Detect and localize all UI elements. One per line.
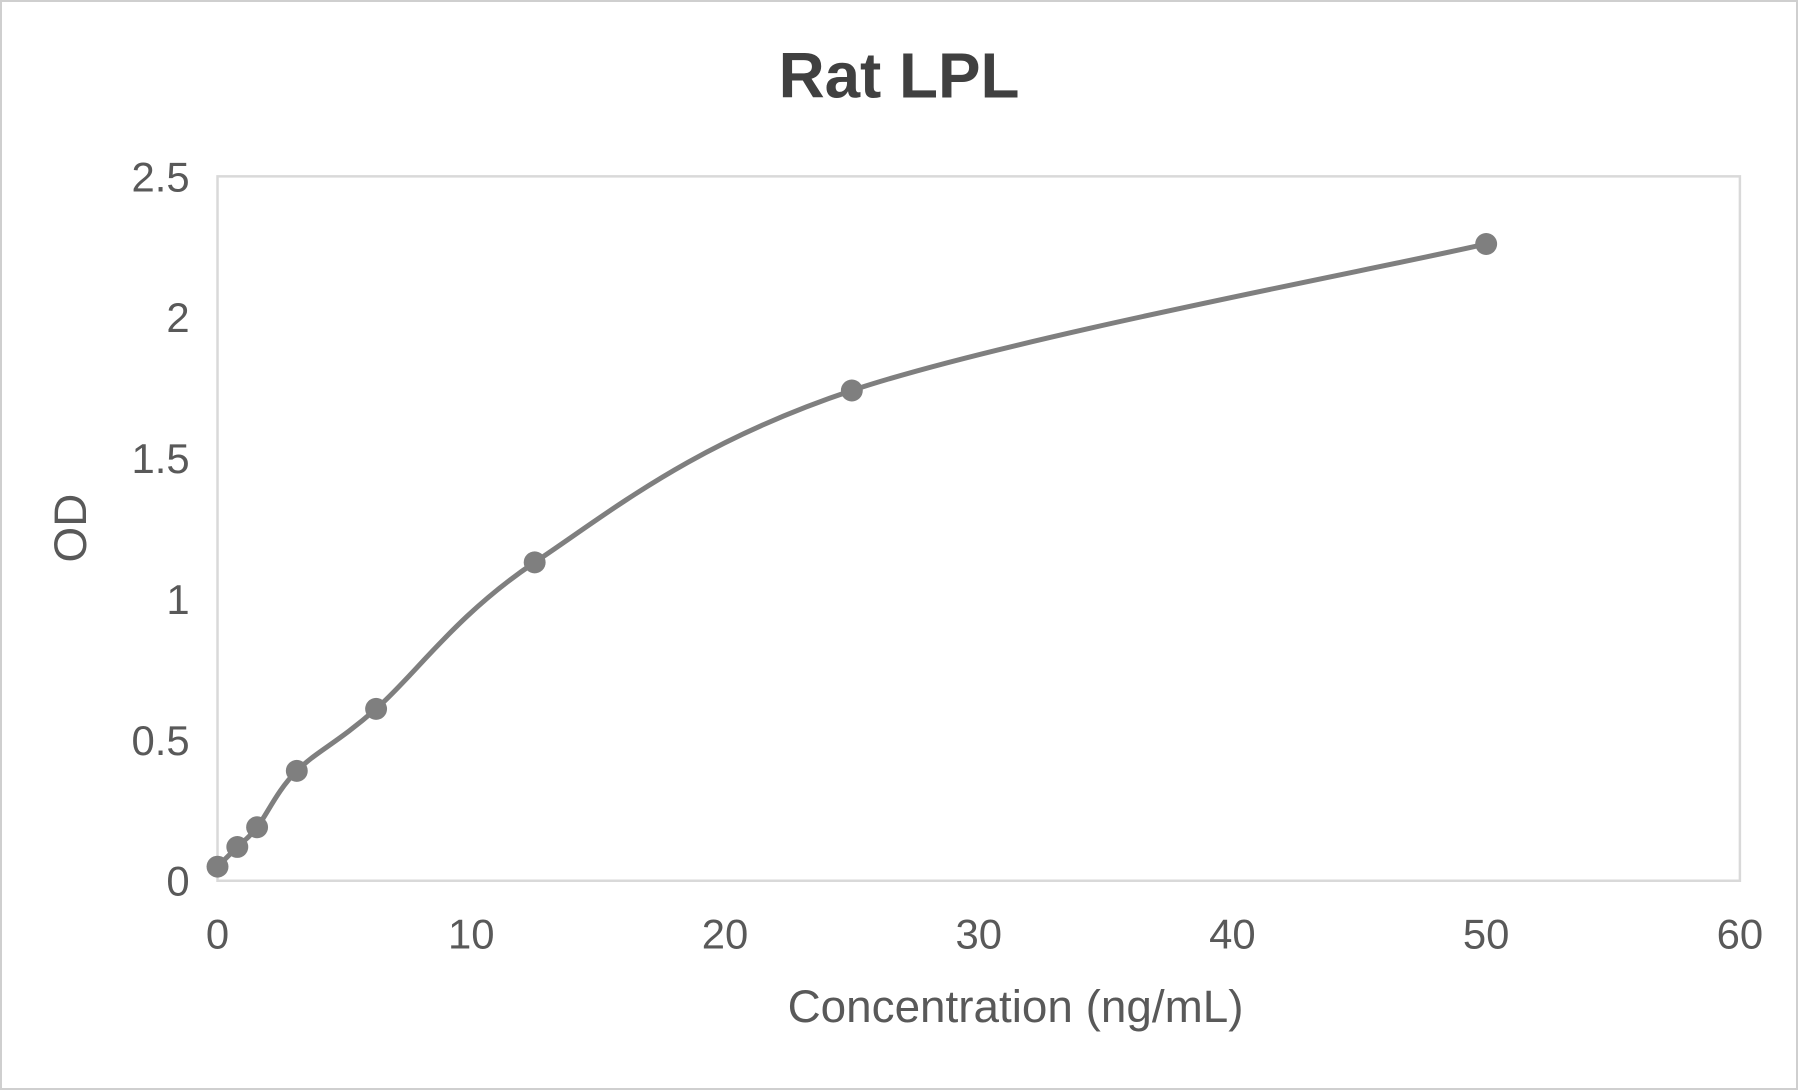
chart-title: Rat LPL (779, 40, 1020, 112)
x-tick-label: 0 (206, 911, 229, 958)
x-tick-label: 50 (1463, 911, 1510, 958)
y-tick-label: 2 (166, 294, 189, 341)
data-point-marker (246, 816, 269, 839)
x-tick-label: 30 (955, 911, 1002, 958)
x-axis-tick-labels: 0 10 20 30 40 50 60 (206, 911, 1763, 958)
series-line (215, 241, 1489, 870)
y-tick-label: 0 (166, 858, 189, 905)
data-point-marker (840, 379, 863, 402)
data-point-marker (365, 697, 388, 720)
y-tick-label: 2.5 (131, 153, 189, 200)
y-tick-label: 1 (166, 576, 189, 623)
y-axis-tick-labels: 0 0.5 1 1.5 2 2.5 (131, 153, 189, 904)
x-tick-label: 40 (1209, 911, 1256, 958)
y-tick-label: 0.5 (131, 717, 189, 764)
x-axis-title: Concentration (ng/mL) (788, 981, 1244, 1032)
data-point-marker (285, 759, 308, 782)
x-tick-label: 60 (1717, 911, 1764, 958)
plot-area-border (216, 175, 1742, 883)
data-point-marker (226, 835, 249, 858)
data-series (206, 233, 1498, 878)
data-point-marker (206, 855, 229, 878)
y-tick-label: 1.5 (131, 435, 189, 482)
x-tick-label: 20 (702, 911, 749, 958)
data-point-marker (523, 551, 546, 574)
data-point-marker (1475, 233, 1498, 255)
x-tick-label: 10 (448, 911, 495, 958)
y-axis-title: OD (45, 494, 96, 563)
